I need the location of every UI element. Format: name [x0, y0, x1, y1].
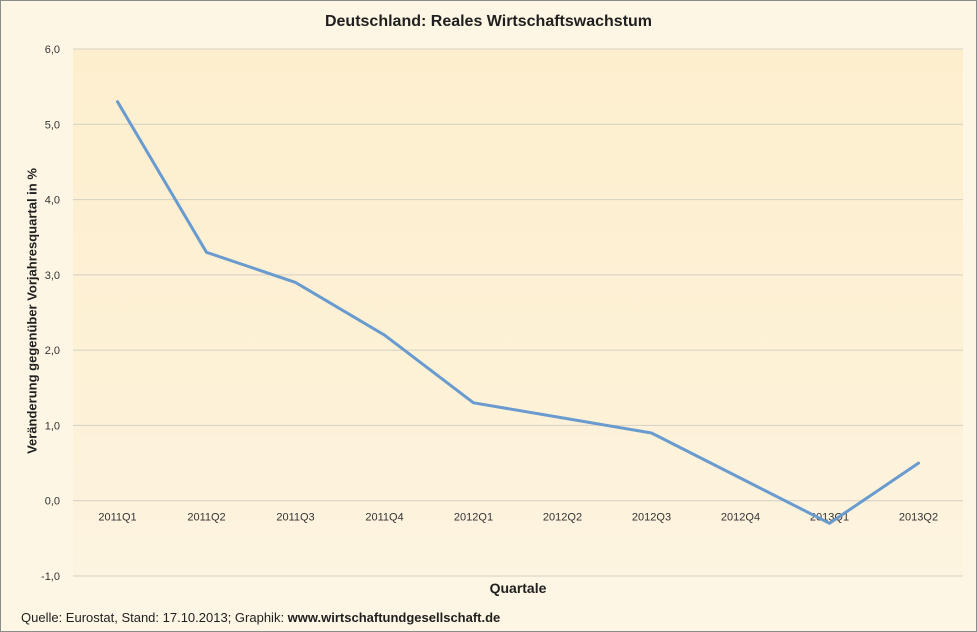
y-tick-label: -1,0 — [41, 571, 60, 583]
chart-title: Deutschland: Reales Wirtschaftswachstum — [324, 13, 653, 30]
x-tick-label: 2012Q2 — [543, 512, 582, 524]
y-tick-label: 4,0 — [45, 195, 60, 207]
x-tick-label: 2012Q3 — [632, 512, 671, 524]
x-axis-title: Quartale — [489, 580, 547, 596]
source-note: Quelle: Eurostat, Stand: 17.10.2013; Gra… — [21, 610, 500, 625]
source-website: www.wirtschaftundgesellschaft.de — [287, 610, 501, 625]
x-tick-label: 2011Q1 — [98, 512, 136, 524]
y-tick-label: 3,0 — [45, 270, 60, 282]
y-tick-label: 1,0 — [45, 420, 60, 432]
x-tick-label: 2011Q4 — [365, 512, 403, 524]
data-series-line — [116, 100, 920, 525]
x-tick-label: 2013Q1 — [810, 512, 849, 524]
plot-area — [73, 49, 963, 576]
x-tick-label: 2012Q1 — [454, 512, 493, 524]
y-tick-label: 5,0 — [45, 119, 60, 131]
y-tick-label: 0,0 — [45, 496, 60, 508]
x-tick-label: 2011Q2 — [187, 512, 225, 524]
x-tick-label: 2013Q2 — [899, 512, 938, 524]
source-text: Quelle: Eurostat, Stand: 17.10.2013; Gra… — [21, 610, 288, 625]
y-axis-title: Veränderung gegenüber Vorjahresquartal i… — [24, 168, 40, 454]
y-tick-label: 2,0 — [45, 345, 60, 357]
y-tick-label: 6,0 — [45, 44, 60, 56]
x-tick-label: 2011Q3 — [276, 512, 314, 524]
x-tick-label: 2012Q4 — [721, 512, 760, 524]
